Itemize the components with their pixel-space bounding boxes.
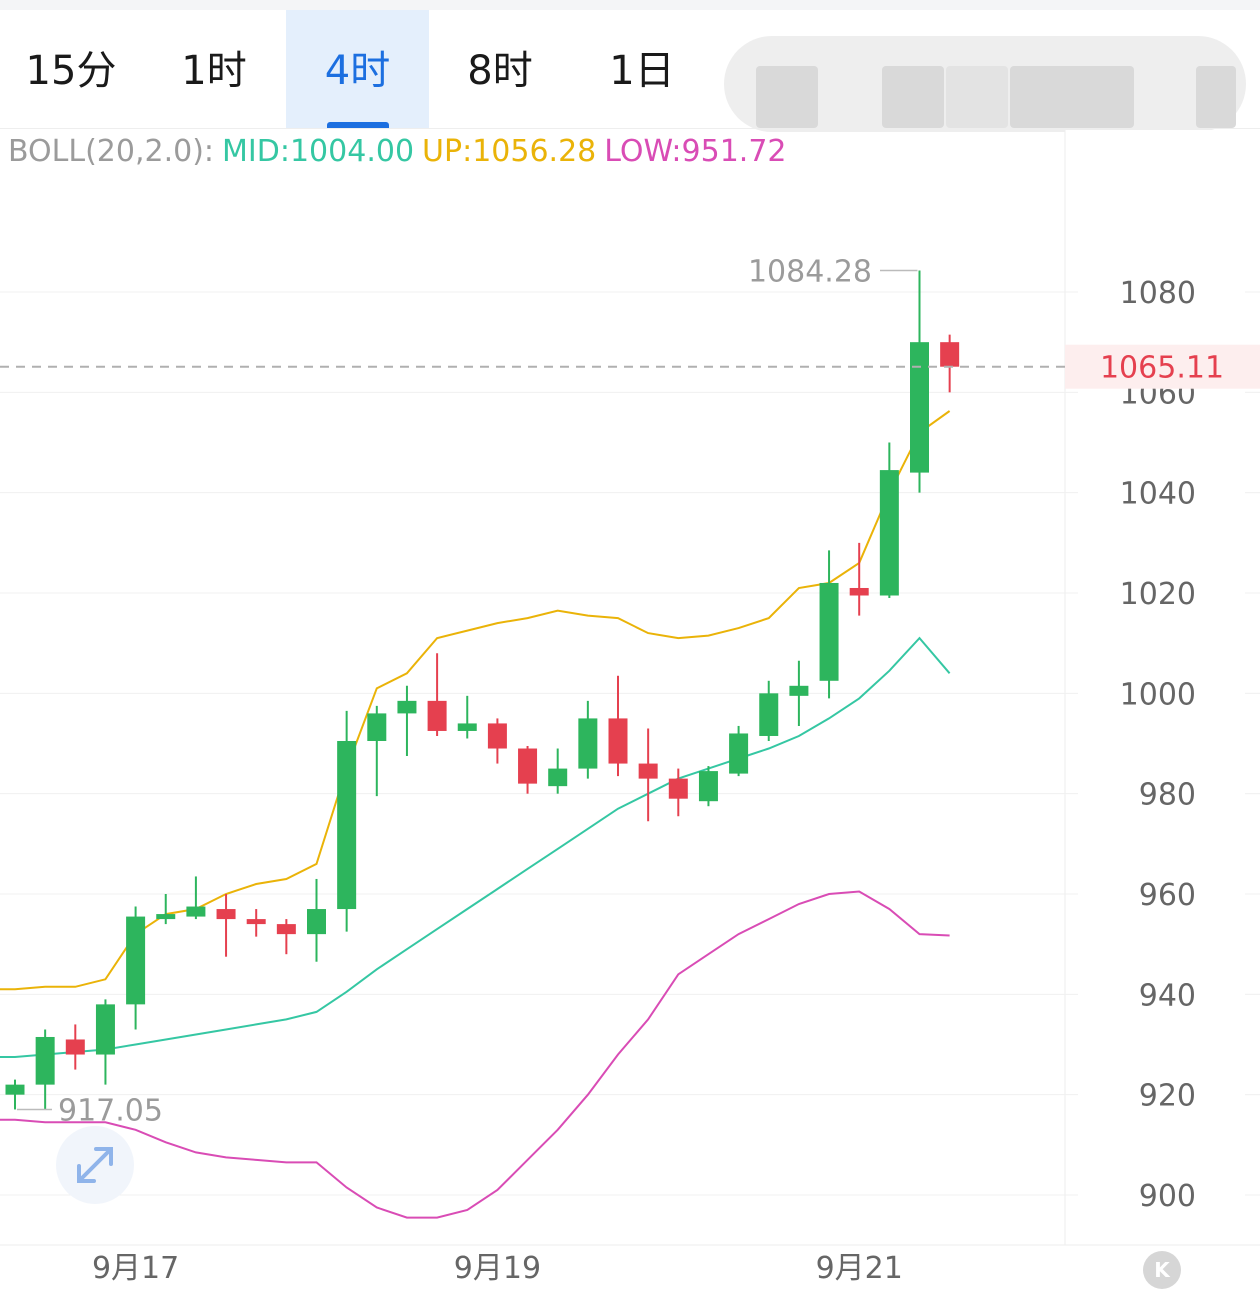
y-tick-label: 1080 — [1120, 276, 1196, 311]
candle-body — [879, 470, 899, 596]
candle-body — [457, 723, 477, 731]
y-tick-label: 960 — [1139, 878, 1196, 913]
y-tick-label: 1020 — [1120, 577, 1196, 612]
candle-body — [35, 1036, 55, 1085]
header-divider — [0, 128, 1260, 129]
y-tick-label: 1000 — [1120, 677, 1196, 712]
candle-body — [849, 587, 869, 596]
candle-body — [548, 768, 568, 787]
candle-body — [367, 713, 387, 741]
min-marker-label: 917.05 — [58, 1093, 163, 1128]
candle-body — [95, 1004, 115, 1055]
tab-1-hour[interactable]: 1时 — [142, 10, 286, 128]
candle-body — [337, 740, 357, 910]
candle-body — [276, 924, 296, 935]
candle-body — [608, 718, 628, 764]
candle-body — [518, 748, 538, 784]
expand-icon — [77, 1147, 113, 1183]
boll-legend: BOLL(20,2.0): MID:1004.00 UP:1056.28 LOW:95… — [8, 132, 795, 172]
tab-label: 15分 — [25, 48, 117, 94]
candle-body — [578, 718, 598, 769]
tab-15-minutes[interactable]: 15分 — [0, 10, 142, 128]
boll-low-value: LOW:951.72 — [604, 134, 787, 169]
candle-body — [216, 909, 236, 920]
tab-label: 1日 — [609, 48, 675, 94]
tab-4-hour[interactable]: 4时 — [286, 10, 429, 128]
candle-body — [307, 909, 326, 935]
expand-chart-button[interactable] — [56, 1126, 134, 1204]
y-tick-label: 940 — [1139, 978, 1196, 1013]
x-tick-label: 9月19 — [454, 1251, 541, 1286]
y-tick-label: 980 — [1139, 778, 1196, 813]
boll-upper-line — [0, 410, 951, 991]
boll-mid-value: MID:1004.00 — [222, 134, 415, 169]
blurred-block — [946, 66, 1008, 128]
candle-body — [698, 771, 718, 802]
candle-body — [729, 733, 749, 774]
y-tick-label: 900 — [1139, 1179, 1196, 1214]
current-price-label: 1065.11 — [1100, 351, 1224, 386]
tab-8-hour[interactable]: 8时 — [429, 10, 571, 128]
candle-body — [186, 906, 206, 917]
active-tab-indicator — [326, 122, 389, 128]
tab-1-day[interactable]: 1日 — [571, 10, 713, 128]
candle-body — [246, 919, 266, 925]
tab-label: 4时 — [324, 48, 391, 94]
candle-body — [638, 763, 658, 779]
candle-body — [789, 685, 809, 696]
candle-body — [910, 342, 929, 473]
current-price-tag — [1065, 344, 1260, 389]
price-axis-area — [1065, 130, 1260, 1245]
y-tick-label: 1040 — [1120, 477, 1196, 512]
boll-up-value: UP:1056.28 — [422, 134, 597, 169]
x-tick-label: 9月21 — [816, 1251, 903, 1286]
candle-body — [819, 582, 839, 681]
interval-tab-bar: 15分 1时 4时 8时 1日 — [0, 10, 1260, 132]
candle-body — [487, 723, 507, 749]
blurred-tabs-area — [724, 36, 1246, 132]
y-tick-label: 920 — [1139, 1079, 1196, 1114]
x-tick-label: 9月17 — [92, 1251, 179, 1286]
boll-lower-line — [0, 890, 950, 1219]
tab-label: 1时 — [181, 48, 247, 94]
candle-body — [156, 914, 176, 920]
blurred-block — [1010, 66, 1134, 128]
tab-label: 8时 — [467, 48, 533, 94]
k-badge-button[interactable]: K — [1143, 1251, 1181, 1289]
candle-body — [397, 700, 417, 714]
max-marker-label: 1084.28 — [748, 255, 872, 290]
blurred-block — [756, 66, 818, 128]
candle-body — [65, 1039, 85, 1055]
blurred-block — [882, 66, 944, 128]
top-strip — [0, 0, 1260, 10]
candle-body — [126, 916, 146, 1005]
candle-body — [759, 693, 779, 736]
candle-body — [5, 1084, 25, 1095]
blurred-block — [1196, 66, 1236, 128]
candle-body — [940, 342, 960, 367]
candle-body — [427, 700, 447, 731]
candle-body — [668, 778, 688, 799]
boll-prefix: BOLL(20,2.0): — [8, 134, 215, 169]
boll-mid-line — [0, 636, 951, 1058]
